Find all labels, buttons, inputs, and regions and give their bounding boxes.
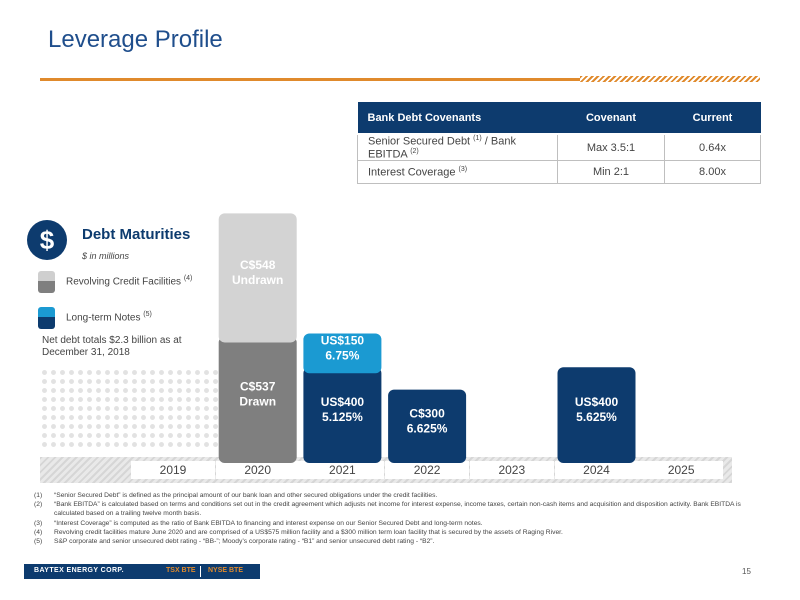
footnotes: (1) “Senior Secured Debt” is defined as t…: [34, 491, 764, 546]
bar-data-label: C$537 Drawn: [239, 380, 276, 409]
ticker-tsx: TSX BTE: [166, 567, 196, 574]
year-tick-label: 2021: [300, 461, 385, 479]
company-name: BAYTEX ENERGY CORP.: [34, 567, 124, 574]
bar-segment: US$400 5.625%: [557, 367, 636, 463]
legend-swatch-notes: [38, 307, 55, 329]
dot-arrow-decoration: [40, 368, 220, 448]
ticker-nyse: NYSE BTE: [208, 567, 244, 574]
bar-rect: [303, 333, 382, 374]
covenants-header-row: Bank Debt Covenants Covenant Current: [357, 102, 761, 134]
bar-rect: [557, 367, 636, 463]
covenants-header-current: Current: [664, 102, 761, 134]
page-number: 15: [742, 567, 751, 576]
bar-rect: [303, 367, 382, 463]
year-tick-label: 2025: [639, 461, 724, 479]
covenant-name: Senior Secured Debt (1) / Bank EBITDA (2…: [357, 133, 558, 162]
dollar-icon: $: [27, 220, 67, 260]
year-tick-label: 2024: [554, 461, 639, 479]
bar-segment: C$548 Undrawn: [218, 213, 297, 343]
page-title: Leverage Profile: [48, 26, 223, 53]
year-tick-label: 2022: [385, 461, 470, 479]
net-debt-note: Net debt totals $2.3 billion as at Decem…: [42, 335, 182, 358]
debt-maturities-subtitle: $ in millions: [82, 251, 130, 261]
covenant-name: Interest Coverage (3): [357, 160, 558, 185]
covenants-row: Interest Coverage (3) Min 2:1 8.00x: [357, 160, 761, 185]
bar-data-label: US$400 5.125%: [321, 395, 365, 424]
bar-segment: US$400 5.125%: [303, 367, 382, 463]
bar-segment: C$300 6.625%: [388, 389, 467, 463]
footnote: (1) “Senior Secured Debt” is defined as t…: [34, 492, 438, 499]
bar-data-label: C$300 6.625%: [407, 406, 448, 435]
footnote: (5) S&P corporate and senior unsecured de…: [34, 538, 435, 546]
footnote: (3) “Interest Coverage” is computed as th…: [34, 519, 483, 527]
covenants-row: Senior Secured Debt (1) / Bank EBITDA (2…: [357, 133, 761, 162]
covenants-header-name: Bank Debt Covenants: [357, 102, 558, 134]
bar-rect: [388, 389, 467, 463]
bar-segment: US$150 6.75%: [303, 333, 382, 374]
covenants-header-covenant: Covenant: [557, 102, 665, 134]
bar-data-label: C$548 Undrawn: [232, 258, 283, 287]
legend-label-notes: Long-term Notes (5): [66, 311, 152, 324]
year-tick-label: 2019: [131, 461, 215, 479]
bar-rect: [218, 336, 297, 463]
bar-rect: [218, 213, 297, 343]
footnote: (4) Revolving credit facilities mature Ju…: [34, 528, 563, 536]
legend-label-revolving: Revolving Credit Facilities (4): [66, 275, 193, 288]
debt-maturities-title: Debt Maturities: [82, 226, 191, 243]
year-tick-label: 2023: [469, 461, 554, 479]
covenants-table: Bank Debt Covenants Covenant Current Sen…: [357, 102, 761, 185]
year-tick-label: 2020: [215, 461, 300, 479]
title-rule: [40, 78, 760, 81]
legend-swatch-revolving: [38, 271, 55, 293]
bar-data-label: US$150 6.75%: [321, 333, 365, 362]
ticker-separator: [200, 566, 201, 577]
covenant-current: 8.00x: [664, 160, 761, 185]
bar-data-label: US$400 5.625%: [575, 395, 619, 424]
bar-segment: C$537 Drawn: [218, 336, 297, 463]
footnote: (2) “Bank EBITDA” is calculated based on …: [34, 501, 741, 518]
footer-bar: BAYTEX ENERGY CORP. TSX BTE NYSE BTE: [24, 564, 260, 579]
title-rule-hatch: [580, 76, 760, 82]
